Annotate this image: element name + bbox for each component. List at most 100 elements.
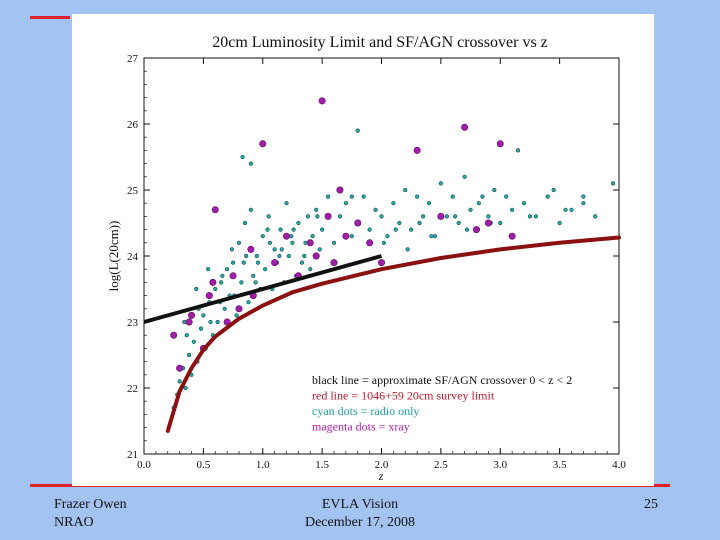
survey-limit-line: [165, 235, 621, 433]
magenta-dot: [461, 123, 469, 131]
magenta-dot: [413, 146, 421, 154]
cyan-dot: [533, 214, 538, 219]
magenta-dot: [437, 212, 445, 220]
cyan-dot: [244, 253, 249, 259]
magenta-dot: [205, 292, 213, 300]
footer-event: EVLA Vision December 17, 2008: [300, 496, 420, 532]
cyan-dot: [191, 339, 196, 344]
cyan-dot: [266, 214, 271, 219]
cyan-dot: [429, 234, 434, 239]
chart-title: 20cm Luminosity Limit and SF/AGN crossov…: [212, 34, 548, 51]
cyan-dot: [305, 214, 310, 219]
cyan-dot: [198, 326, 204, 331]
cyan-dot: [213, 286, 218, 292]
cyan-dot: [267, 240, 272, 245]
cyan-dot: [415, 194, 420, 199]
x-tick-label: 1.5: [315, 459, 329, 471]
footer-event-title: EVLA Vision: [321, 497, 399, 512]
cyan-dot: [373, 207, 378, 212]
cyan-dot: [444, 214, 449, 219]
magenta-dot: [318, 97, 326, 105]
y-tick-label: 25: [127, 185, 139, 197]
cyan-dot: [219, 280, 224, 285]
cyan-dot: [314, 207, 319, 212]
cyan-dot: [403, 187, 408, 193]
y-tick-label: 26: [127, 119, 139, 131]
cyan-dot: [381, 240, 386, 245]
cyan-dot: [277, 253, 282, 259]
magenta-dot: [366, 239, 374, 247]
cyan-dot: [462, 174, 467, 179]
x-axis-label: z: [378, 469, 384, 483]
cyan-dot: [355, 128, 360, 133]
cyan-dot: [291, 227, 296, 232]
cyan-dot: [486, 214, 491, 219]
magenta-dot: [259, 140, 267, 148]
cyan-dot: [569, 207, 574, 212]
cyan-dot: [263, 267, 268, 272]
cyan-dot: [367, 227, 372, 232]
cyan-dot: [391, 201, 396, 206]
x-tick-label: 4.0: [612, 459, 626, 471]
cyan-dot: [426, 201, 432, 206]
cyan-dot: [284, 201, 289, 206]
cyan-dot: [255, 260, 261, 265]
cyan-dot: [242, 220, 248, 226]
magenta-dot: [211, 206, 219, 214]
x-tick-label: 0.5: [197, 459, 211, 471]
x-tick-label: 2.0: [375, 459, 389, 471]
cyan-dot: [456, 220, 461, 226]
cyan-dot: [527, 214, 533, 219]
cyan-dot: [236, 240, 242, 245]
cyan-dot: [468, 207, 473, 212]
cyan-dot: [325, 194, 331, 199]
cyan-dot: [184, 333, 189, 338]
cyan-dot: [515, 148, 521, 153]
chart-panel: [72, 14, 654, 486]
chart-marks: [143, 97, 621, 433]
footer-author-name: Frazer Owen: [54, 497, 127, 512]
magenta-dot: [188, 311, 196, 319]
cyan-dot: [220, 273, 225, 278]
cyan-dot: [194, 286, 199, 292]
magenta-dot: [176, 364, 184, 372]
y-tick-label: 23: [127, 317, 139, 329]
magenta-dot: [324, 212, 332, 220]
cyan-dot: [504, 194, 509, 199]
footer-event-date: December 17, 2008: [304, 515, 416, 530]
cyan-dot: [230, 260, 236, 265]
cyan-dot: [187, 352, 192, 358]
cyan-dot: [453, 214, 458, 219]
top-accent-line: [30, 16, 70, 19]
cyan-dot: [272, 247, 277, 252]
cyan-dot: [290, 240, 295, 245]
cyan-dot: [581, 194, 586, 199]
footer-author-org: NRAO: [54, 515, 94, 530]
cyan-dot: [215, 319, 220, 325]
cyan-dot: [379, 214, 384, 219]
cyan-dot: [480, 194, 485, 199]
magenta-dot: [342, 232, 350, 240]
page-number: 25: [644, 497, 658, 512]
cyan-dot: [405, 247, 410, 252]
cyan-dot: [310, 234, 315, 239]
cyan-dot: [593, 214, 598, 219]
magenta-dot: [209, 278, 217, 286]
cyan-dot: [265, 227, 270, 232]
cyan-dot: [545, 194, 550, 199]
magenta-dot: [235, 305, 243, 313]
cyan-dot: [551, 187, 556, 193]
cyan-dot: [610, 181, 616, 186]
cyan-dot: [557, 220, 562, 226]
magenta-dot: [330, 259, 338, 267]
cyan-dot: [183, 385, 188, 391]
cyan-dot: [248, 161, 253, 166]
magenta-dot: [508, 232, 516, 240]
cyan-dot: [246, 300, 251, 305]
cyan-dot: [349, 194, 354, 199]
cyan-dot: [343, 201, 348, 206]
cyan-dot: [225, 267, 230, 272]
legend-entry: red line = 1046+59 20cm survey limit: [312, 389, 495, 403]
magenta-dot: [229, 272, 237, 280]
cyan-dot: [315, 214, 320, 219]
